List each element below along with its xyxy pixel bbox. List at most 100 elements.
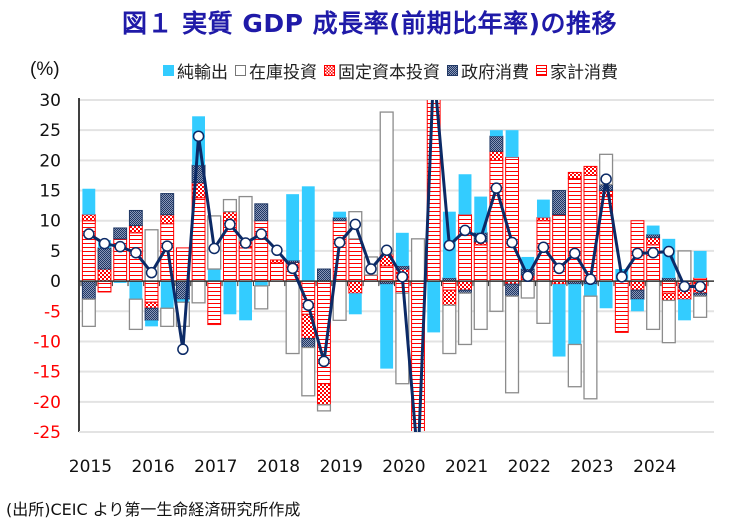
gdp-point	[459, 224, 471, 237]
gdp-point	[678, 280, 691, 293]
bar-net-exports	[631, 299, 644, 312]
bar-government	[97, 247, 112, 270]
gdp-point	[631, 247, 644, 260]
bar-net-exports	[176, 299, 190, 303]
gdp-point	[521, 270, 534, 283]
gdp-point	[333, 236, 346, 249]
gdp-point	[286, 262, 299, 275]
bar-inventory	[316, 404, 332, 412]
bar-household	[379, 265, 394, 282]
legend-item-fixed-investment: 固定資本投資	[324, 58, 440, 83]
legend-item-inventory: 在庫投資	[235, 58, 317, 83]
bar-household	[238, 247, 253, 282]
gdp-point	[474, 232, 487, 244]
gdp-point	[161, 240, 173, 252]
bar-inventory	[254, 285, 269, 310]
bar-net-exports	[693, 250, 707, 279]
bar-net-exports	[129, 281, 143, 300]
bar-net-exports	[145, 320, 158, 327]
bar-fixed-investment	[458, 280, 472, 291]
gdp-point	[208, 242, 220, 255]
bar-government	[301, 337, 316, 348]
legend-swatch-household	[536, 65, 547, 76]
bar-inventory	[504, 295, 520, 394]
bar-government	[489, 135, 504, 152]
legend-item-government: 政府消費	[447, 58, 529, 83]
bar-household	[348, 238, 363, 282]
bar-fixed-investment	[160, 214, 175, 225]
gdp-point	[98, 237, 111, 250]
bar-net-exports	[505, 130, 519, 158]
legend: 純輸出 在庫投資 固定資本投資 政府消費 家計消費	[163, 58, 625, 83]
bar-inventory	[81, 298, 96, 328]
bar-fixed-investment	[317, 383, 331, 406]
legend-label-fixed-investment: 固定資本投資	[338, 63, 440, 83]
x-tick-label: 2017	[194, 457, 237, 477]
bar-net-exports	[286, 194, 300, 261]
bar-household	[583, 174, 598, 282]
bar-household	[505, 156, 519, 282]
bar-net-exports	[427, 281, 441, 333]
gdp-point	[694, 280, 706, 293]
bar-inventory	[285, 280, 300, 355]
bar-fixed-investment	[567, 171, 582, 179]
y-tick-label: 0	[50, 272, 61, 292]
legend-swatch-government	[447, 65, 458, 76]
bar-inventory	[536, 280, 551, 324]
bar-fixed-investment	[442, 289, 457, 306]
bar-household	[97, 280, 112, 293]
gdp-point	[553, 262, 565, 275]
bar-inventory	[457, 292, 473, 346]
gdp-point	[490, 182, 503, 194]
bar-household	[207, 280, 222, 326]
y-tick-label: -20	[33, 393, 61, 413]
bar-government	[81, 280, 96, 300]
legend-item-household: 家計消費	[536, 58, 618, 83]
bar-inventory	[222, 198, 237, 213]
bar-inventory	[646, 280, 661, 331]
bar-government	[254, 203, 269, 222]
gdp-line	[83, 100, 706, 432]
y-tick-label: 30	[39, 91, 61, 111]
gdp-point	[365, 263, 377, 275]
bar-net-exports	[223, 281, 237, 315]
bar-inventory	[191, 280, 206, 304]
gdp-point	[569, 247, 581, 260]
gdp-point	[130, 246, 142, 259]
bar-government	[113, 227, 128, 240]
gdp-point	[443, 239, 456, 252]
y-axis-ticks: 30 25 20 15 10 5 0 -5 -10 -15 -20 -25	[33, 91, 61, 443]
legend-item-net-exports: 純輸出	[163, 58, 228, 83]
bar-net-exports	[412, 523, 425, 527]
bar-household	[473, 244, 488, 282]
bar-government	[332, 217, 347, 222]
x-tick-label: 2024	[633, 457, 676, 477]
bar-net-exports	[113, 281, 127, 283]
gdp-point	[584, 273, 597, 286]
bar-fixed-investment	[489, 150, 504, 161]
gdp-point	[349, 218, 362, 231]
bar-inventory	[128, 298, 143, 331]
gdp-point	[537, 241, 550, 254]
bar-government	[160, 193, 175, 216]
gdp-point	[380, 244, 393, 257]
legend-swatch-fixed-investment	[324, 65, 335, 76]
bar-net-exports	[348, 293, 362, 315]
bar-government	[552, 190, 567, 216]
bar-net-exports	[552, 284, 566, 357]
gdp-growth-line	[88, 100, 701, 432]
y-tick-label: -5	[44, 302, 61, 322]
bar-government	[144, 307, 159, 321]
bar-fixed-investment	[128, 225, 143, 234]
gdp-point	[239, 237, 252, 249]
legend-label-inventory: 在庫投資	[249, 63, 317, 83]
gdp-point	[271, 244, 283, 257]
x-tick-label: 2018	[257, 457, 300, 477]
bar-household	[364, 274, 378, 282]
bar-net-exports	[489, 130, 503, 137]
gdp-point	[506, 236, 518, 249]
legend-label-household: 家計消費	[550, 63, 618, 83]
gdp-point	[663, 245, 675, 258]
bar-fixed-investment	[348, 280, 363, 294]
